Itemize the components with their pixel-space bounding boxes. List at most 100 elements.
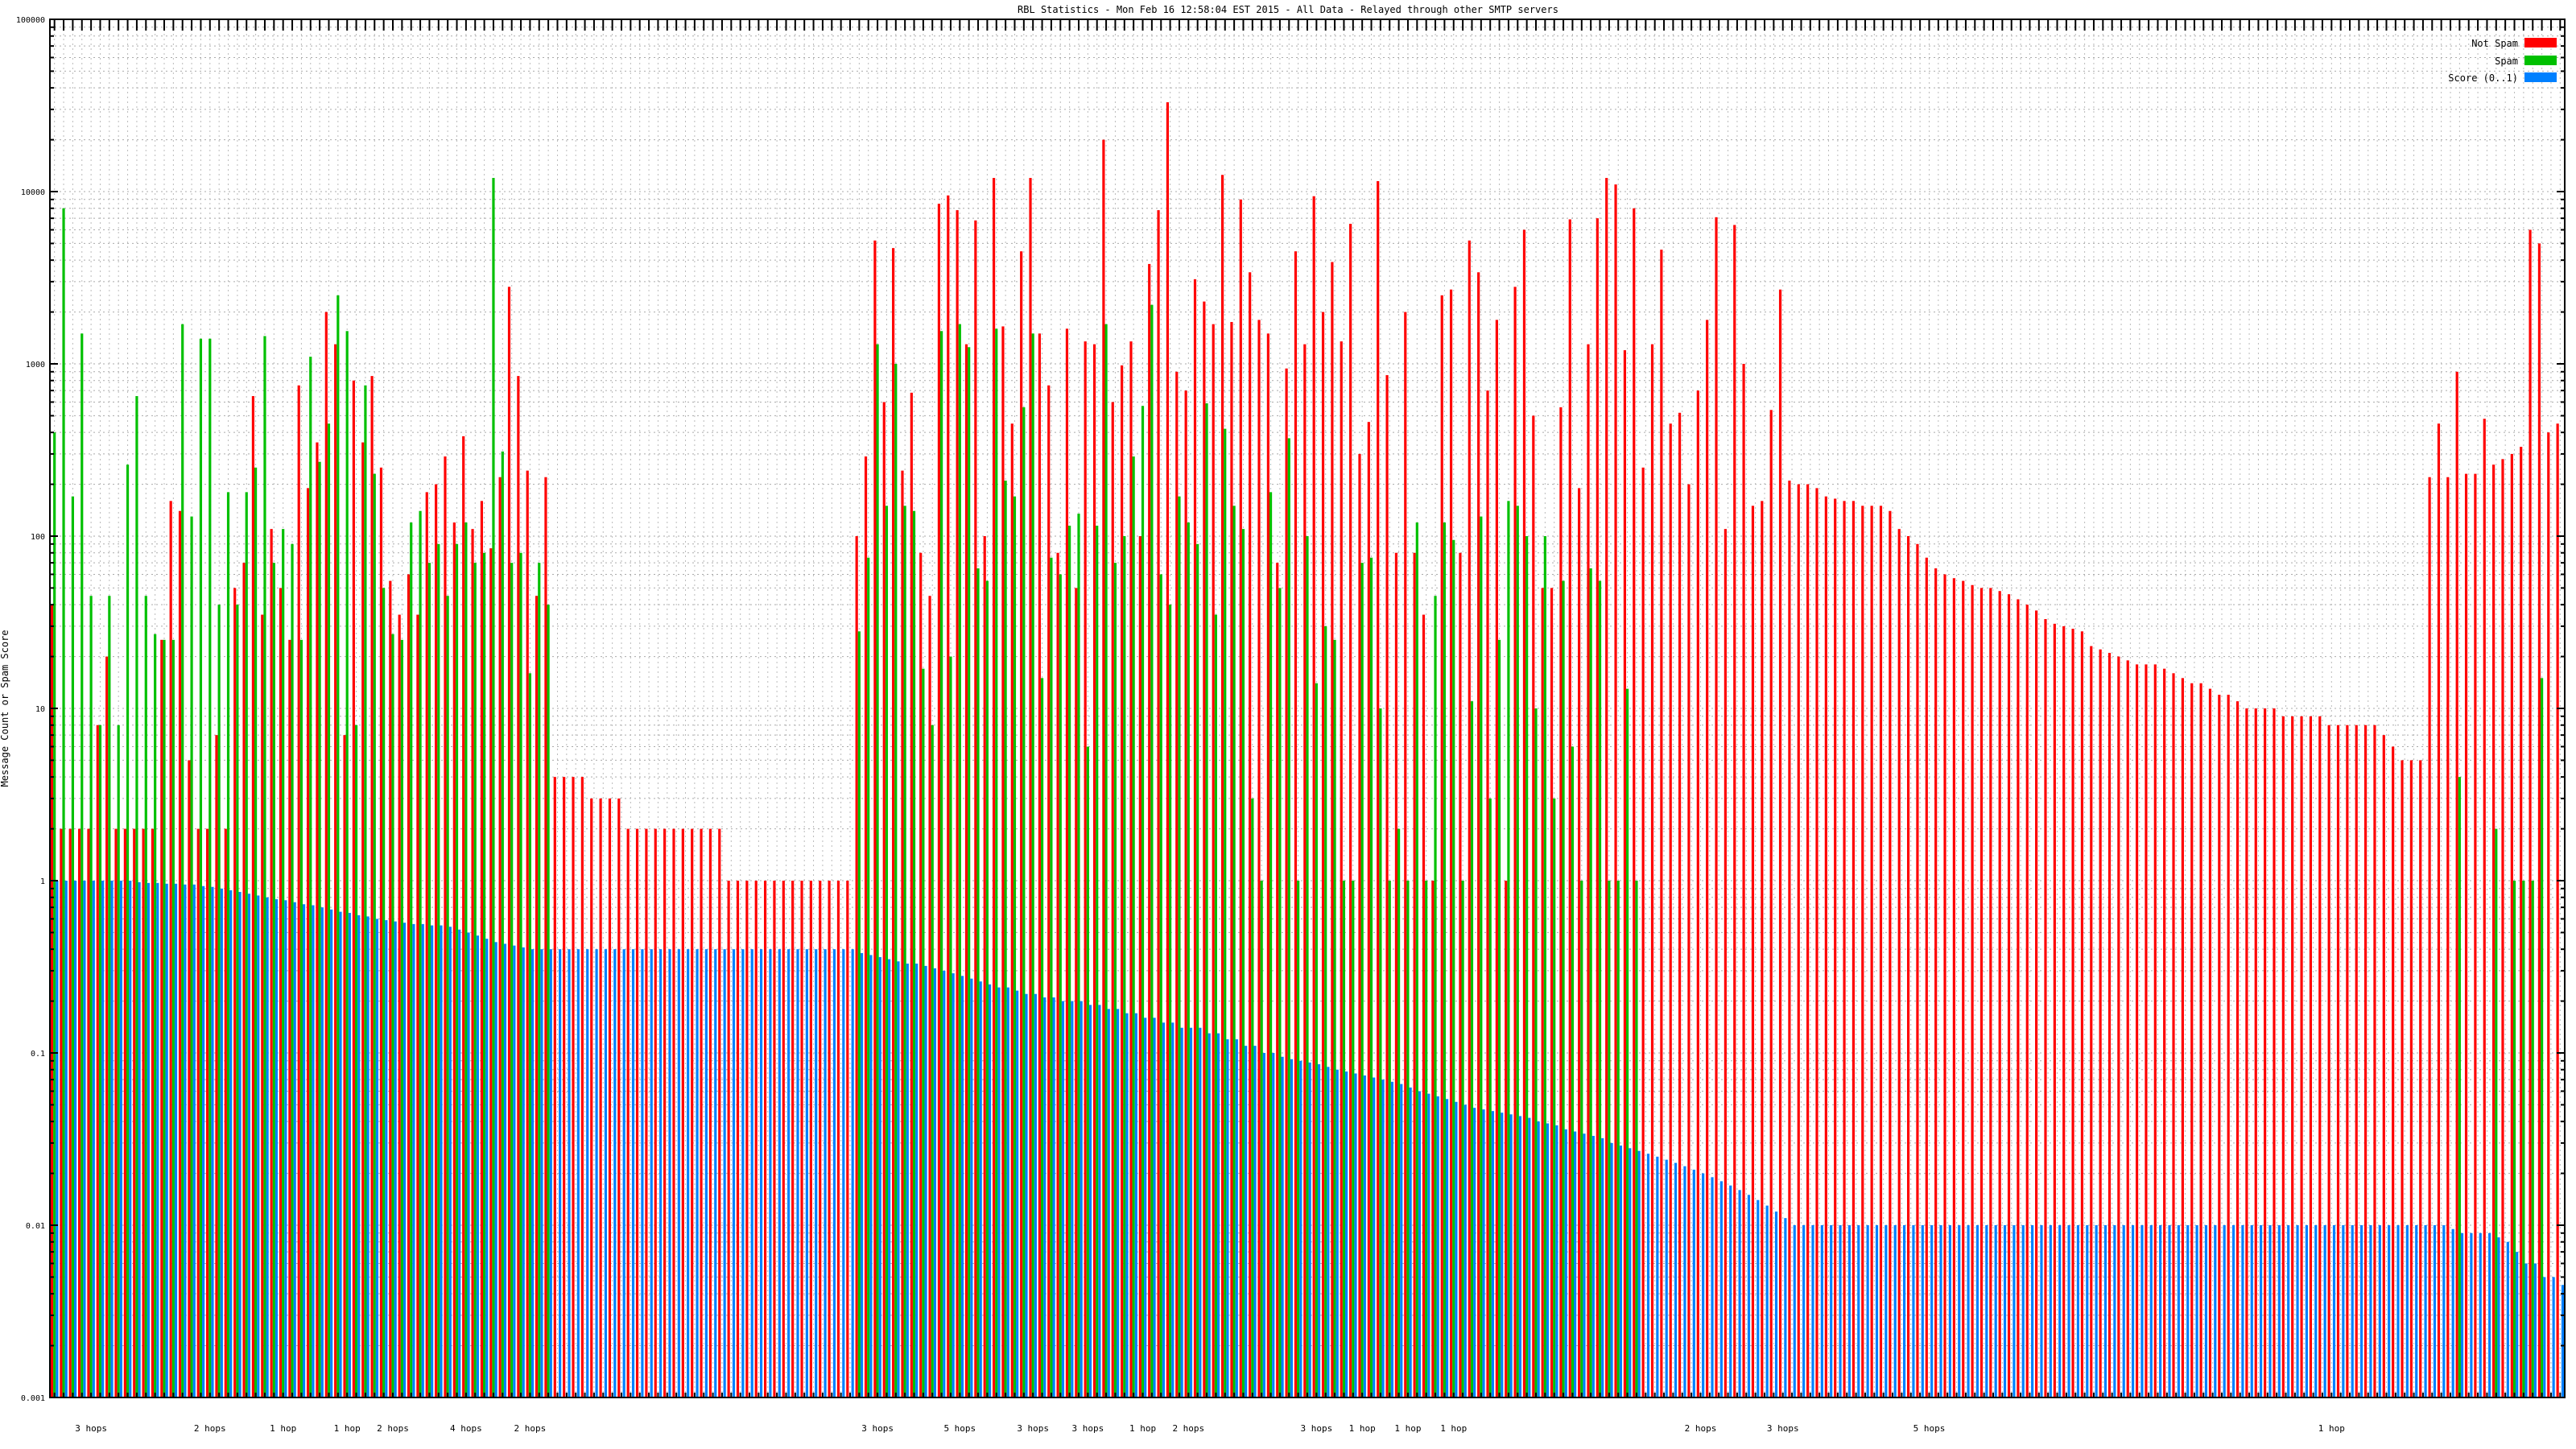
y-tick-label: 1000 — [26, 361, 45, 369]
bar-spam — [1031, 333, 1034, 1397]
bar-score — [2369, 1225, 2372, 1397]
bar-score — [503, 943, 507, 1397]
bar-score — [1006, 987, 1009, 1397]
bar-not-spam — [2382, 735, 2385, 1397]
bar-not-spam — [2218, 695, 2221, 1397]
bar-not-spam — [526, 470, 529, 1397]
bar-score — [741, 949, 745, 1397]
bar-score — [366, 916, 369, 1397]
bar-not-spam — [1724, 529, 1727, 1397]
bar-not-spam — [1505, 881, 1508, 1397]
bar-spam — [1196, 543, 1199, 1397]
bar-score — [2396, 1225, 2400, 1397]
bar-score — [1847, 1225, 1852, 1397]
bar-not-spam — [1989, 588, 1992, 1397]
bar-not-spam — [2291, 716, 2294, 1397]
bar-score — [92, 881, 95, 1397]
bar-not-spam — [1266, 333, 1269, 1397]
bar-score — [1939, 1225, 1942, 1397]
bar-not-spam — [782, 881, 785, 1397]
bar-not-spam — [1193, 279, 1197, 1398]
bar-not-spam — [1303, 344, 1307, 1397]
bar-not-spam — [1220, 175, 1224, 1397]
bar-score — [2159, 1225, 2162, 1397]
bar-not-spam — [2007, 594, 2011, 1397]
bar-spam — [510, 563, 514, 1397]
bar-not-spam — [2346, 724, 2349, 1397]
bar-score — [257, 895, 260, 1397]
bar-score — [549, 949, 552, 1397]
bar-score — [1637, 1150, 1641, 1397]
bar-score — [2076, 1225, 2080, 1397]
bar-score — [2149, 1225, 2153, 1397]
bar-not-spam — [361, 442, 365, 1397]
bar-score — [832, 949, 836, 1397]
bar-spam — [1123, 536, 1126, 1397]
bar-not-spam — [2126, 660, 2129, 1397]
bar-not-spam — [288, 639, 291, 1397]
bar-score — [1692, 1170, 1695, 1397]
bar-not-spam — [2153, 664, 2157, 1397]
bar-score — [1509, 1114, 1513, 1397]
bar-not-spam — [836, 881, 840, 1397]
bar-score — [860, 952, 864, 1397]
bar-score — [1674, 1162, 1678, 1397]
bar-not-spam — [1797, 484, 1800, 1397]
bar-not-spam — [261, 614, 264, 1397]
bar-score — [1574, 1131, 1577, 1397]
bar-spam — [464, 522, 468, 1397]
bar-spam — [1360, 563, 1364, 1397]
bar-score — [1994, 1225, 1997, 1397]
bar-not-spam — [1010, 423, 1013, 1398]
bar-score — [1830, 1225, 1833, 1397]
bar-score — [1390, 1081, 1394, 1397]
bar-score — [2342, 1225, 2345, 1397]
bar-not-spam — [718, 828, 721, 1397]
bar-spam — [1543, 536, 1546, 1397]
bar-not-spam — [1148, 263, 1151, 1398]
bar-spam — [309, 357, 312, 1397]
bar-score — [2168, 1225, 2171, 1397]
bar-score — [2268, 1225, 2272, 1397]
bar-spam — [1333, 639, 1336, 1397]
bar-score — [650, 949, 653, 1397]
bar-not-spam — [727, 881, 730, 1397]
bar-spam — [1214, 614, 1217, 1397]
bar-score — [1893, 1225, 1897, 1397]
legend-swatch-not-spam — [2524, 38, 2557, 47]
bar-spam — [1608, 881, 1611, 1397]
bar-spam — [968, 347, 971, 1397]
bar-score — [1885, 1225, 1888, 1397]
bar-not-spam — [563, 777, 566, 1397]
bar-not-spam — [379, 467, 383, 1397]
bar-not-spam — [864, 456, 868, 1397]
bar-score — [1208, 1033, 1211, 1397]
bar-score — [1719, 1181, 1723, 1397]
bar-not-spam — [1166, 102, 1170, 1397]
bar-not-spam — [1769, 410, 1773, 1397]
legend-label-score: Score (0..1) — [2448, 72, 2518, 84]
bar-not-spam — [2190, 683, 2194, 1397]
bar-not-spam — [663, 828, 667, 1397]
bar-score — [1144, 1018, 1147, 1397]
bar-not-spam — [1696, 390, 1699, 1397]
bar-score — [138, 881, 141, 1397]
bar-spam — [1104, 324, 1108, 1398]
bar-not-spam — [1843, 501, 1846, 1397]
bar-not-spam — [892, 248, 895, 1397]
bar-score — [1948, 1225, 1951, 1397]
bar-score — [1216, 1033, 1220, 1397]
bar-score — [1518, 1116, 1522, 1397]
bar-score — [1025, 993, 1028, 1397]
bar-not-spam — [224, 828, 227, 1397]
bar-score — [1299, 1060, 1302, 1397]
bar-not-spam — [233, 588, 237, 1397]
x-group-label: 1 hop — [1129, 1423, 1156, 1434]
bar-score — [1985, 1225, 1988, 1397]
bar-score — [2533, 1263, 2537, 1397]
bar-score — [2231, 1225, 2235, 1397]
bar-score — [1290, 1059, 1294, 1397]
bar-score — [467, 932, 470, 1397]
bar-spam — [1297, 881, 1300, 1397]
bar-not-spam — [1111, 402, 1114, 1398]
